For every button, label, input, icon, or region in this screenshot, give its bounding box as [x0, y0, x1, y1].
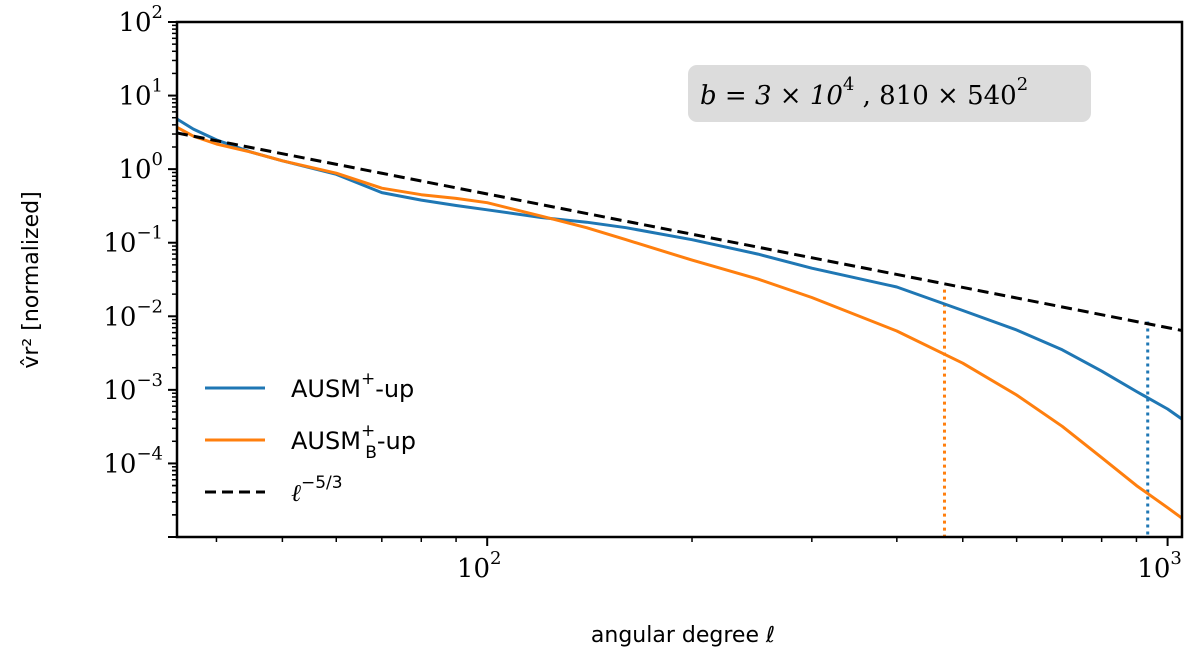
series-line-2 — [177, 125, 1182, 520]
legend-label-1: AUSM+-up — [291, 369, 414, 403]
x-tick-label: 103 — [1137, 548, 1182, 584]
annotation-background — [688, 65, 1091, 122]
x-axis-label: angular degree ℓ — [591, 623, 775, 648]
y-tick-label: 100 — [118, 149, 163, 185]
y-axis-label: v̂r² [normalized] — [19, 191, 44, 368]
axes: 102 101 100 10−1 10−2 10−3 10−4 102 103 — [103, 2, 1184, 584]
legend: AUSM+-up AUSM+ B-up ℓ−5/3 — [205, 369, 416, 507]
y-tick-label: 10−4 — [103, 443, 163, 479]
legend-label-2: AUSM+ B-up — [291, 421, 416, 463]
series-layer — [177, 117, 1182, 537]
y-tick-label: 10−2 — [103, 296, 163, 332]
annotation-text: b = 3 × 104 , 810 × 5402 — [700, 74, 1028, 111]
plot-frame — [175, 20, 1184, 539]
y-tick-label: 101 — [118, 76, 163, 112]
series-line-3 — [177, 131, 1182, 332]
x-tick-label: 102 — [457, 548, 502, 584]
annotation-box: b = 3 × 104 , 810 × 5402 — [688, 65, 1091, 122]
y-tick-label: 102 — [118, 2, 163, 38]
legend-label-3: ℓ−5/3 — [291, 473, 343, 507]
y-tick-label: 10−1 — [103, 223, 163, 259]
y-tick-label: 10−3 — [103, 370, 163, 406]
